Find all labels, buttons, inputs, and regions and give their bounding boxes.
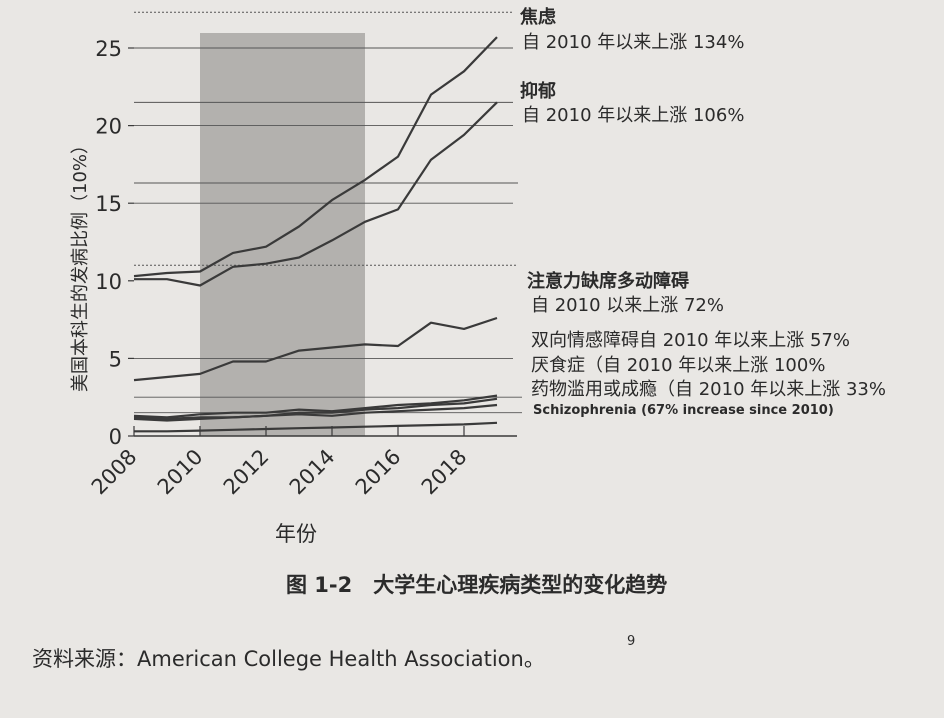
substance-annotation: 药物滥用或成瘾（自 2010 年以来上涨 33% <box>531 379 886 400</box>
anorexia-annotation: 厌食症（自 2010 年以来上涨 100% <box>531 355 825 376</box>
shaded-period <box>200 33 365 436</box>
y-axis-title: 美国本科生的发病比例（10%） <box>70 136 91 392</box>
source-note: 资料来源：American College Health Association… <box>32 647 545 671</box>
schizophrenia-annotation: Schizophrenia (67% increase since 2010) <box>533 403 834 418</box>
bipolar-annotation: 双向情感障碍自 2010 年以来上涨 57% <box>531 330 850 351</box>
x-tick-label: 2018 <box>417 445 472 500</box>
schizophrenia-series-line <box>134 421 498 433</box>
y-tick-label: 5 <box>109 347 122 371</box>
anxiety-label: 焦虑 <box>519 6 556 28</box>
anorexia-series-line <box>133 397 498 422</box>
x-tick-label: 2014 <box>285 445 340 500</box>
adhd-label: 注意力缺席多动障碍 <box>527 270 689 292</box>
reference-lines <box>134 11 522 414</box>
x-tick-label: 2012 <box>219 445 274 500</box>
y-tick-label: 20 <box>95 115 122 139</box>
substance-series-line <box>133 403 498 420</box>
figure-caption: 图 1-2 大学生心理疾病类型的变化趋势 <box>286 573 667 597</box>
footnote-mark: 9 <box>627 634 635 649</box>
x-tick-label: 2010 <box>153 445 208 500</box>
y-tick-label: 25 <box>95 37 122 61</box>
x-tick-label: 2008 <box>87 445 142 500</box>
shaded-range-rect <box>200 33 365 436</box>
anxiety-series-line <box>133 36 498 278</box>
x-axis-title: 年份 <box>275 522 317 546</box>
depression-label: 抑郁 <box>520 80 556 102</box>
adhd-series-line <box>133 316 498 382</box>
x-tick-label: 2016 <box>351 445 406 500</box>
series-lines <box>133 36 498 433</box>
depression-series-line <box>134 101 498 287</box>
anxiety-annotation: 自 2010 年以来上涨 134% <box>522 32 744 53</box>
y-tick-label: 10 <box>95 270 122 294</box>
bipolar-series-line <box>133 394 498 419</box>
adhd-annotation: 自 2010 以来上涨 72% <box>531 295 724 316</box>
depression-annotation: 自 2010 年以来上涨 106% <box>522 105 744 126</box>
y-tick-label: 0 <box>109 425 122 449</box>
y-tick-label: 15 <box>95 192 122 216</box>
